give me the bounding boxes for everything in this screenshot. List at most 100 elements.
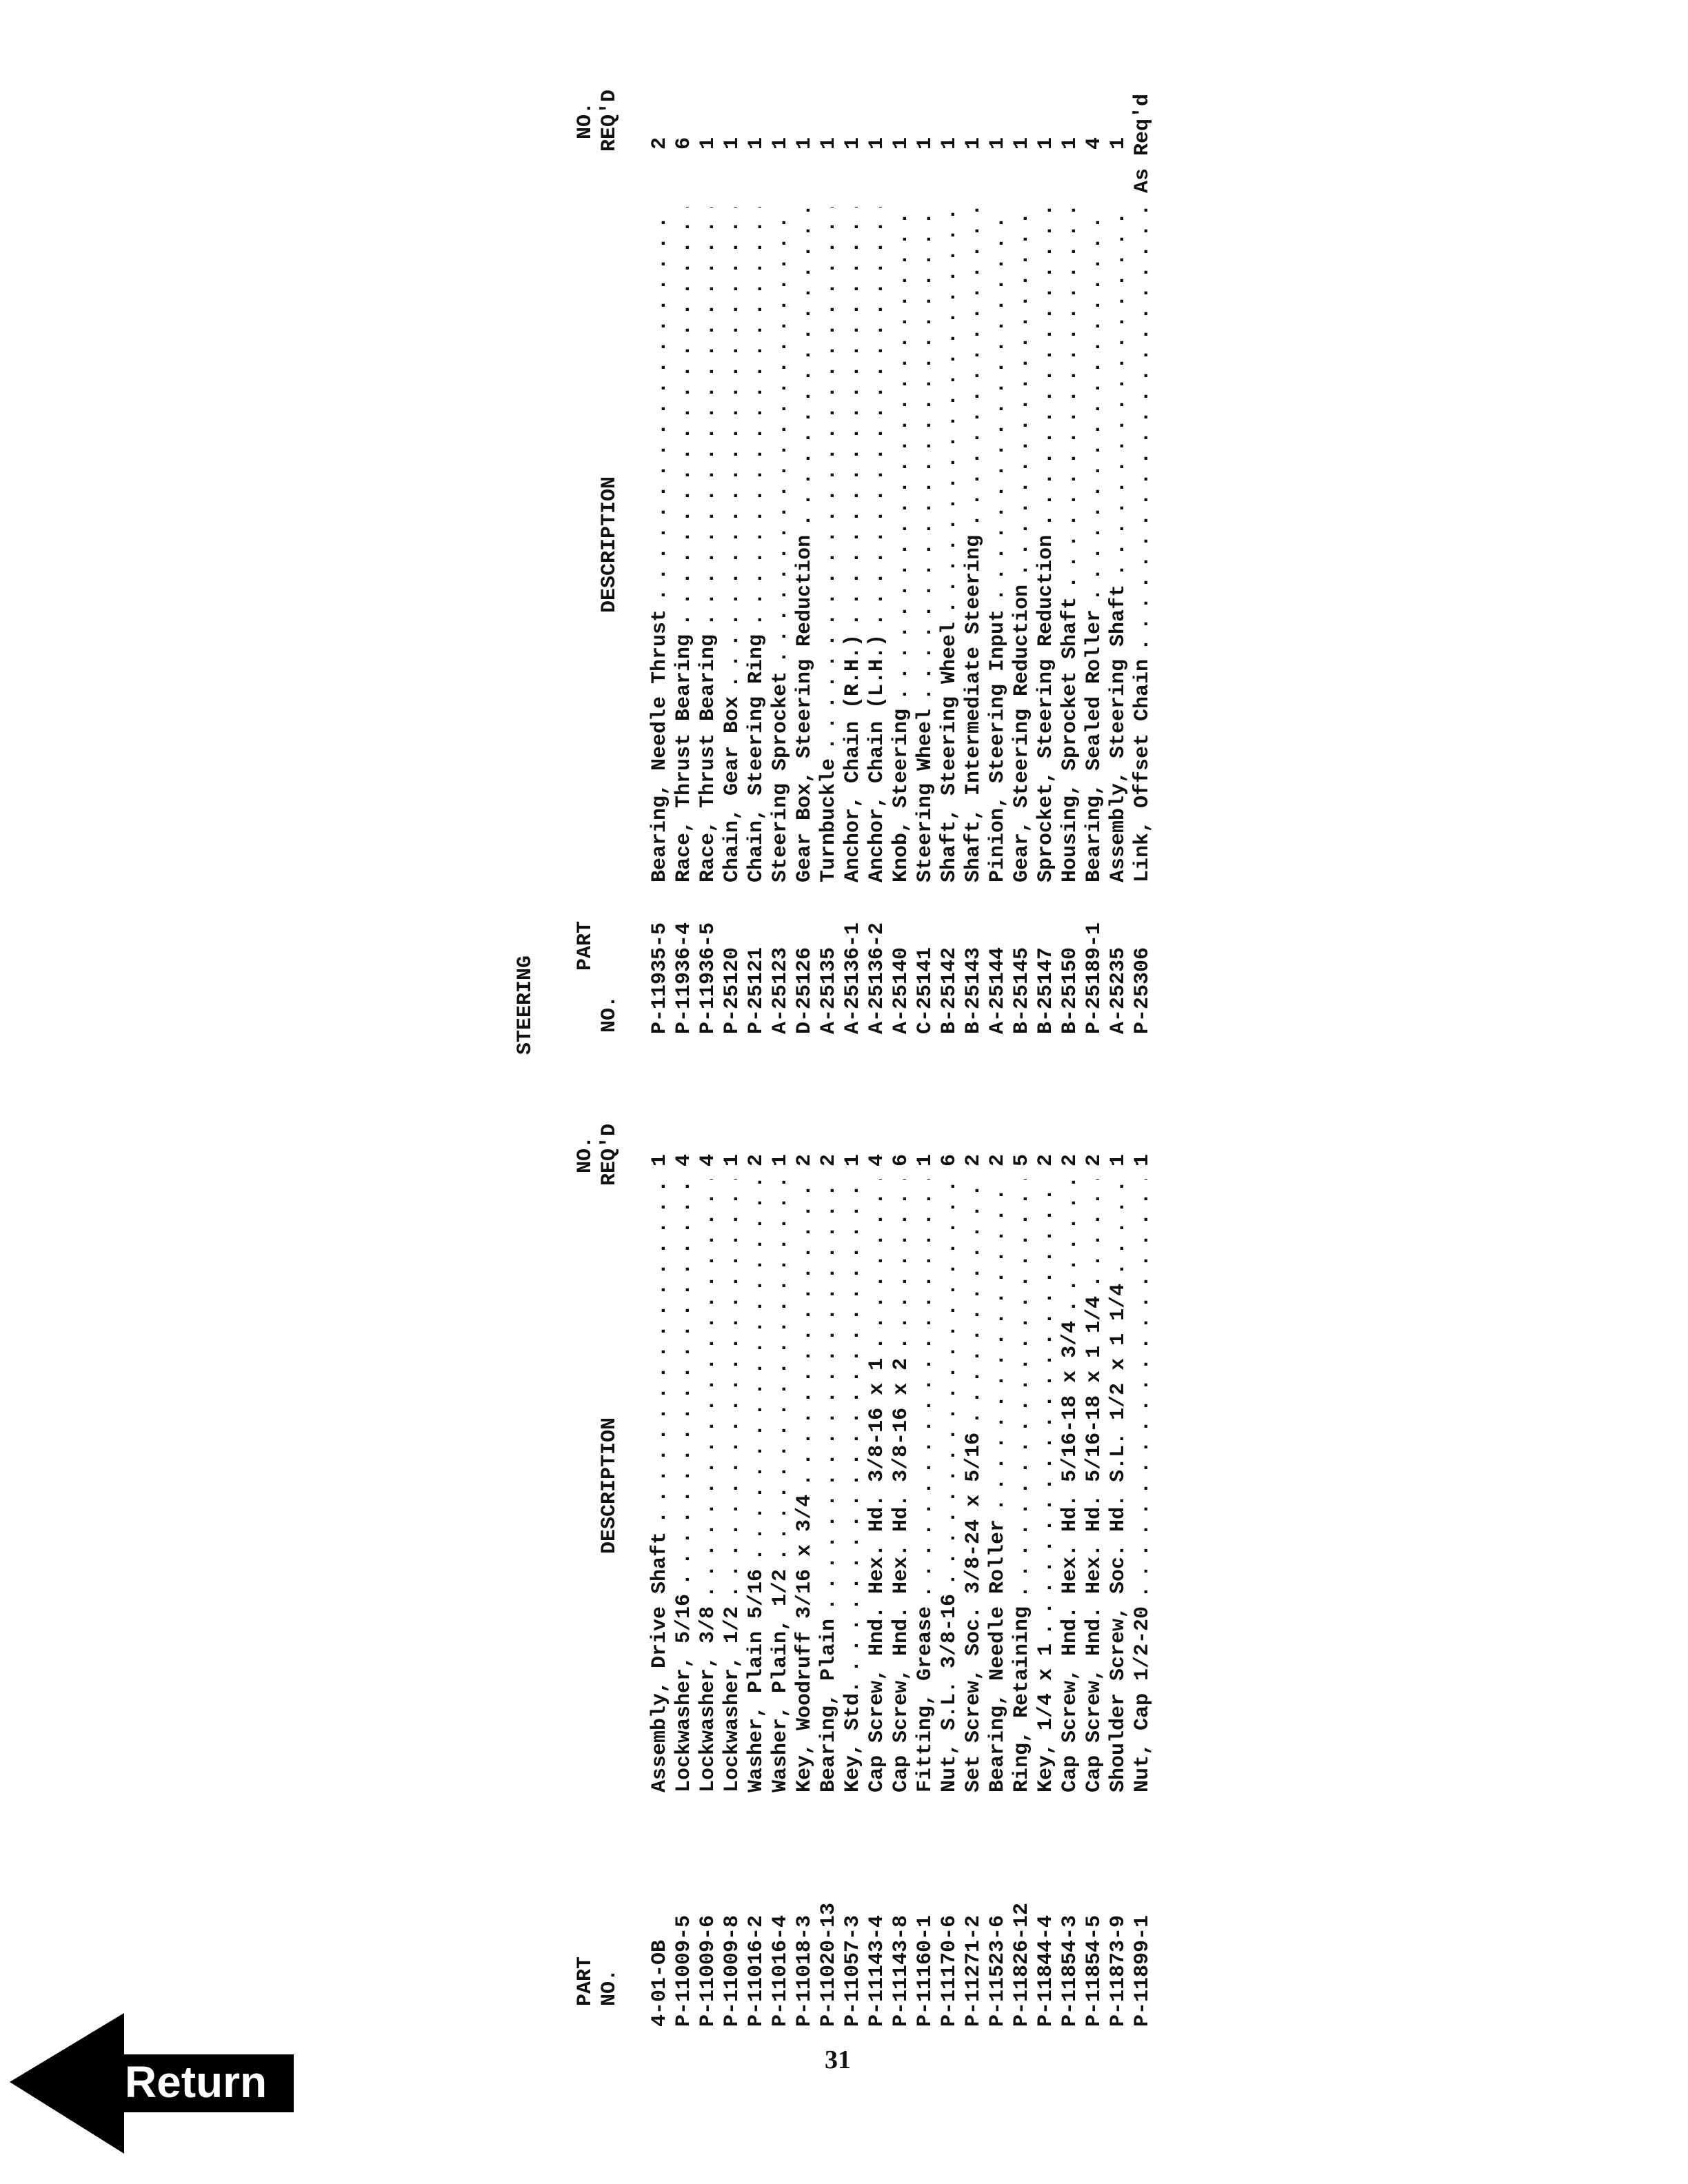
part-number: A-25140: [890, 947, 913, 1034]
header-text: NO.: [598, 1968, 621, 2006]
part-description: Lockwasher, 1/2: [721, 1179, 745, 1792]
quantity-required: 1: [986, 137, 1009, 150]
quantity-required: As Req'd: [1131, 93, 1154, 194]
dot-leader: [696, 1179, 721, 1606]
quantity-required: 2: [648, 137, 672, 150]
part-description: Link, Offset Chain: [1131, 207, 1155, 882]
part-number: P-11936-5: [696, 922, 720, 1034]
header-text: REQ'D: [598, 89, 621, 152]
dot-leader: [817, 1179, 841, 1619]
part-description: Turnbuckle: [817, 207, 841, 882]
part-description: Bearing, Sealed Roller: [1083, 207, 1107, 882]
dot-leader: [1034, 1179, 1058, 1644]
part-number: A-25135: [817, 947, 841, 1034]
part-description: Washer, Plain 5/16: [745, 1179, 769, 1792]
header-text: PART: [574, 920, 597, 971]
return-button[interactable]: Return: [10, 2013, 299, 2154]
part-number: P-11020-13: [817, 1902, 841, 2027]
quantity-required: 1: [721, 137, 744, 150]
dot-leader: [865, 1179, 890, 1358]
part-number: B-25150: [1058, 947, 1082, 1034]
part-description: Cap Screw, Hnd. Hex. Hd. 3/8-16 x 2: [890, 1179, 914, 1792]
part-description: Sprocket, Steering Reduction: [1034, 207, 1058, 882]
part-number: P-11271-2: [962, 1914, 985, 2027]
part-number: P-11009-8: [721, 1914, 744, 2027]
part-description: Steering Wheel: [914, 207, 938, 882]
return-label: Return: [124, 2057, 268, 2107]
part-description: Anchor, Chain (L.H.): [865, 207, 890, 882]
part-number: A-25144: [986, 947, 1009, 1034]
part-number: P-11873-9: [1107, 1914, 1130, 2027]
quantity-required: 2: [1058, 1154, 1082, 1167]
description-text: Nut, S.L. 3/8-16: [938, 1593, 961, 1792]
part-number: P-11016-4: [769, 1914, 792, 2027]
description-text: Shaft, Intermediate Steering: [962, 534, 985, 882]
part-number: P-11143-4: [865, 1914, 889, 2027]
part-description: Bearing, Plain: [817, 1179, 841, 1792]
description-text: Ring, Retaining: [1010, 1606, 1034, 1792]
description-text: Gear, Steering Reduction: [1010, 584, 1034, 882]
dot-leader: [745, 207, 769, 634]
dot-leader: [986, 207, 1010, 609]
description-text: Chain, Gear Box: [721, 696, 744, 882]
part-number: P-11826-12: [1010, 1902, 1034, 2027]
part-number: P-11523-6: [986, 1914, 1009, 2027]
part-number: P-25121: [745, 947, 768, 1034]
quantity-required: 4: [1083, 137, 1106, 150]
dot-leader: [648, 1179, 672, 1532]
part-description: Chain, Gear Box: [721, 207, 745, 882]
header-text: NO.: [598, 995, 621, 1033]
quantity-required: 1: [769, 1154, 792, 1167]
quantity-required: 2: [1083, 1154, 1106, 1167]
part-description: Cap Screw, Hnd. Hex. Hd. 5/16-18 x 1 1/4: [1083, 1179, 1107, 1792]
dot-leader: [745, 1179, 769, 1569]
part-description: Lockwasher, 3/8: [696, 1179, 721, 1792]
part-number: A-25123: [769, 947, 792, 1034]
part-description: Steering Sprocket: [769, 207, 793, 882]
quantity-required: 4: [865, 1154, 889, 1167]
left-description-header: DESCRIPTION: [598, 1417, 621, 1555]
page-number: 31: [825, 2045, 851, 2074]
dot-leader: [938, 207, 962, 622]
description-text: Nut, Cap 1/2-20: [1131, 1606, 1154, 1792]
dot-leader: [986, 1179, 1010, 1519]
page-title: STEERING: [514, 955, 537, 1055]
dot-leader: [1083, 207, 1107, 609]
dot-leader: [721, 1179, 745, 1606]
quantity-required: 2: [745, 1154, 768, 1167]
part-number: P-25189-1: [1083, 922, 1106, 1034]
quantity-required: 1: [841, 1154, 865, 1167]
description-text: Housing, Sprocket Shaft: [1058, 596, 1082, 882]
description-text: Race, Thrust Bearing: [696, 634, 720, 882]
description-text: Key, Std.: [841, 1680, 865, 1792]
dot-leader: [890, 207, 914, 709]
part-description: Shoulder Screw, Soc. Hd. S.L. 1/2 x 1 1/…: [1107, 1179, 1131, 1792]
part-description: Anchor, Chain (R.H.): [841, 207, 865, 882]
quantity-required: 2: [986, 1154, 1009, 1167]
quantity-required: 4: [696, 1154, 720, 1167]
right-req-header: NO. REQ'D: [574, 90, 622, 152]
quantity-required: 6: [672, 137, 696, 150]
part-number: P-11935-5: [648, 922, 672, 1034]
dot-leader: [672, 1179, 696, 1594]
description-text: Turnbuckle: [817, 758, 841, 882]
quantity-required: 2: [1034, 1154, 1058, 1167]
part-number: P-11854-5: [1083, 1914, 1106, 2027]
dot-leader: [1034, 207, 1058, 535]
left-part-header: PART NO.: [574, 1957, 622, 2006]
description-text: Assembly, Steering Shaft: [1107, 584, 1130, 882]
quantity-required: 5: [1010, 1154, 1034, 1167]
dot-leader: [817, 207, 841, 758]
part-description: Ring, Retaining: [1010, 1179, 1034, 1792]
part-number: B-25142: [938, 947, 961, 1034]
dot-leader: [890, 1179, 914, 1358]
dot-leader: [769, 207, 793, 671]
header-text: REQ'D: [598, 1123, 621, 1186]
description-text: Washer, Plain 5/16: [745, 1568, 768, 1792]
part-number: 4-01-OB: [648, 1939, 672, 2027]
dot-leader: [721, 207, 745, 696]
dot-leader: [938, 1179, 962, 1594]
quantity-required: 2: [793, 1154, 816, 1167]
header-text: PART: [574, 1956, 597, 2006]
